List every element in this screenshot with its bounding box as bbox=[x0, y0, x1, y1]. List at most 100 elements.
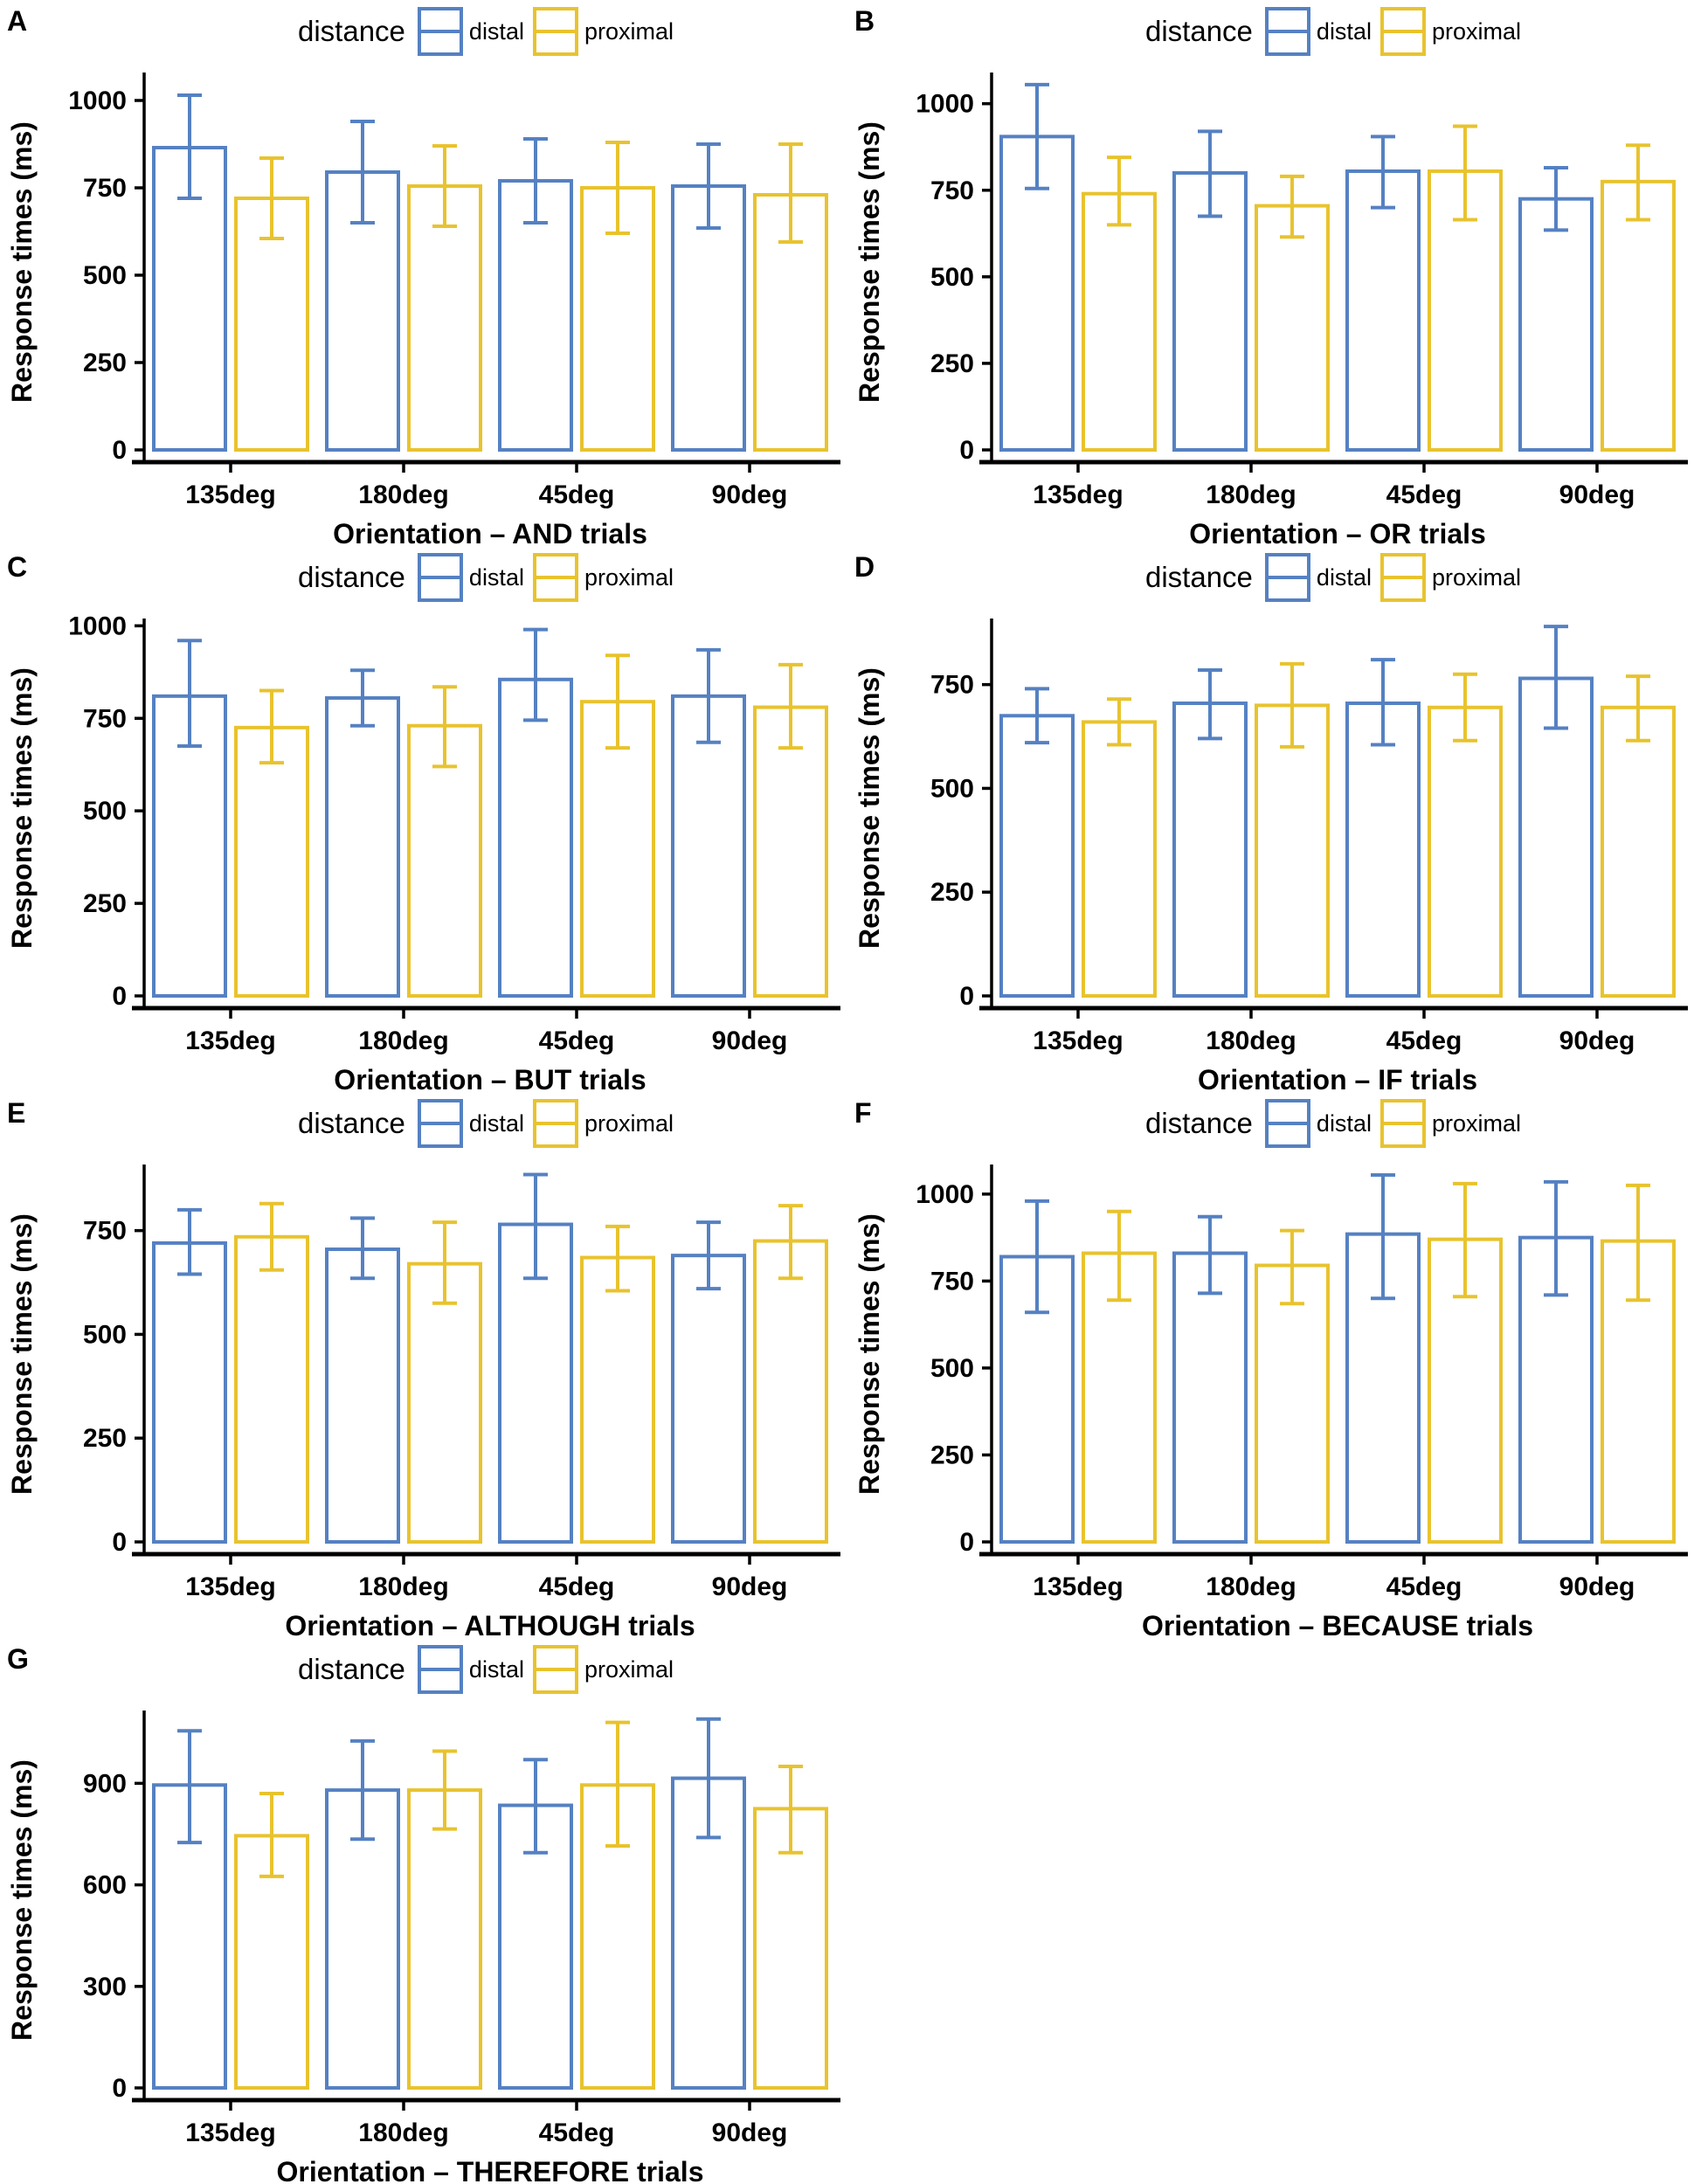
y-tick-label: 750 bbox=[83, 1217, 127, 1246]
y-tick-label: 1000 bbox=[916, 1180, 974, 1209]
panel-letter-E: E bbox=[7, 1097, 26, 1129]
x-tick-label: 45deg bbox=[1386, 480, 1462, 509]
y-tick-label: 1000 bbox=[68, 612, 127, 640]
y-tick-label: 250 bbox=[83, 889, 127, 918]
bar-proximal-45deg bbox=[580, 1255, 655, 1544]
y-axis-title: Response times (ms) bbox=[6, 1213, 38, 1495]
y-tick-label: 0 bbox=[959, 982, 974, 1011]
bar-distal-180deg bbox=[1172, 1251, 1248, 1544]
bar-distal-90deg bbox=[671, 1254, 746, 1544]
legend-label-proximal: proximal bbox=[1431, 1109, 1521, 1137]
legend-title: distance bbox=[1145, 1107, 1253, 1139]
legend-key-line-distal bbox=[417, 1122, 463, 1125]
bar-distal-90deg bbox=[671, 184, 746, 452]
x-tick-label: 180deg bbox=[1206, 480, 1296, 509]
legend-key-line-proximal bbox=[532, 1122, 578, 1125]
x-axis-title: Orientation – IF trials bbox=[1198, 1064, 1477, 1092]
legend-label-distal: distal bbox=[1316, 563, 1372, 591]
x-axis-title: Orientation – ALTHOUGH trials bbox=[285, 1610, 695, 1638]
legend: distance distal proximal bbox=[992, 2, 1684, 61]
legend-title: distance bbox=[298, 15, 405, 47]
bar-distal-135deg bbox=[999, 714, 1075, 998]
y-tick-label: 250 bbox=[83, 1424, 127, 1453]
legend-title: distance bbox=[298, 1653, 405, 1685]
bar-proximal-180deg bbox=[1255, 703, 1330, 998]
bar-proximal-180deg bbox=[407, 184, 482, 452]
y-tick-label: 250 bbox=[930, 878, 974, 907]
x-tick-label: 45deg bbox=[1386, 1572, 1462, 1601]
legend-key-line-proximal bbox=[1379, 576, 1426, 579]
x-tick-label: 180deg bbox=[358, 480, 448, 509]
bar-distal-90deg bbox=[1518, 197, 1594, 452]
legend-label-distal: distal bbox=[468, 1655, 524, 1683]
y-tick-label: 1000 bbox=[916, 90, 974, 119]
legend-key-proximal bbox=[1379, 7, 1426, 56]
plot-E: 0 250 500 750 Response times (ms) 135deg 180de… bbox=[6, 1165, 840, 1638]
y-tick-label: 250 bbox=[83, 349, 127, 377]
x-axis-title: Orientation – AND trials bbox=[333, 518, 647, 546]
y-axis-title: Response times (ms) bbox=[6, 667, 38, 949]
bar-proximal-180deg bbox=[1255, 1263, 1330, 1544]
legend-key-line-proximal bbox=[1379, 30, 1426, 33]
legend-key-distal bbox=[1264, 7, 1310, 56]
bar-distal-180deg bbox=[325, 1248, 400, 1545]
bar-proximal-90deg bbox=[753, 1239, 828, 1544]
x-tick-label: 135deg bbox=[1033, 480, 1123, 509]
x-tick-label: 135deg bbox=[1033, 1572, 1123, 1601]
y-tick-label: 0 bbox=[112, 2074, 127, 2103]
x-tick-label: 90deg bbox=[712, 1572, 788, 1601]
bar-proximal-90deg bbox=[1601, 705, 1676, 999]
legend-key-distal bbox=[417, 1645, 463, 1694]
bar-proximal-135deg bbox=[1082, 720, 1157, 998]
bar-distal-45deg bbox=[498, 677, 573, 998]
x-tick-label: 135deg bbox=[185, 480, 275, 509]
y-tick-label: 750 bbox=[930, 176, 974, 205]
bar-proximal-180deg bbox=[407, 1261, 482, 1544]
y-tick-label: 500 bbox=[930, 1354, 974, 1383]
bar-distal-180deg bbox=[325, 695, 400, 998]
y-axis-title: Response times (ms) bbox=[854, 1213, 885, 1495]
legend-key-line-proximal bbox=[1379, 1122, 1426, 1125]
y-tick-label: 750 bbox=[83, 704, 127, 733]
legend-key-distal bbox=[417, 1099, 463, 1148]
legend-title: distance bbox=[1145, 561, 1253, 593]
panel-letter-G: G bbox=[7, 1643, 29, 1675]
x-tick-label: 135deg bbox=[185, 1026, 275, 1055]
y-tick-label: 250 bbox=[930, 349, 974, 378]
legend-key-line-distal bbox=[1264, 30, 1310, 33]
x-tick-label: 90deg bbox=[1559, 1026, 1635, 1055]
legend-key-line-proximal bbox=[532, 576, 578, 579]
legend-key-proximal bbox=[532, 1099, 578, 1148]
panel-letter-D: D bbox=[854, 551, 875, 583]
x-tick-label: 45deg bbox=[1386, 1026, 1462, 1055]
y-tick-label: 0 bbox=[112, 436, 127, 465]
plot-C: 0 250 500 750 1000 Response times (ms) 135deg 1… bbox=[6, 612, 840, 1092]
bar-distal-45deg bbox=[498, 179, 573, 452]
legend-key-proximal bbox=[1379, 1099, 1426, 1148]
x-tick-label: 135deg bbox=[1033, 1026, 1123, 1055]
bar-proximal-90deg bbox=[1601, 179, 1676, 452]
legend-label-proximal: proximal bbox=[1431, 563, 1521, 591]
legend-label-distal: distal bbox=[468, 17, 524, 45]
y-tick-label: 0 bbox=[959, 1528, 974, 1557]
bar-proximal-180deg bbox=[407, 1788, 482, 2091]
x-tick-label: 45deg bbox=[539, 480, 615, 509]
y-tick-label: 250 bbox=[930, 1441, 974, 1469]
x-tick-label: 180deg bbox=[358, 1026, 448, 1055]
x-tick-label: 45deg bbox=[539, 2118, 615, 2147]
legend: distance distal proximal bbox=[144, 2, 836, 61]
bar-distal-90deg bbox=[1518, 676, 1594, 998]
legend-label-proximal: proximal bbox=[1431, 17, 1521, 45]
y-tick-label: 500 bbox=[83, 1320, 127, 1349]
legend-key-proximal bbox=[532, 553, 578, 602]
x-tick-label: 135deg bbox=[185, 1572, 275, 1601]
bar-distal-45deg bbox=[1345, 702, 1421, 999]
legend-key-distal bbox=[1264, 1099, 1310, 1148]
x-tick-label: 90deg bbox=[712, 480, 788, 509]
legend-title: distance bbox=[1145, 15, 1253, 47]
y-tick-label: 500 bbox=[83, 261, 127, 290]
